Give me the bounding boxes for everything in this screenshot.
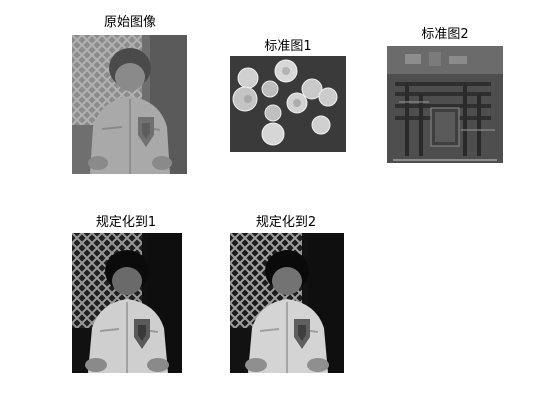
title-reference-2: 标准图2 (421, 27, 469, 42)
title-matched-to-1: 规定化到1 (95, 215, 157, 230)
reference-image-2 (387, 46, 503, 163)
title-original-image: 原始图像 (103, 15, 157, 30)
original-image (72, 35, 187, 174)
matched-image-2 (230, 233, 344, 373)
matched-image-1 (72, 233, 182, 373)
reference-image-1 (230, 56, 346, 152)
title-reference-1: 标准图1 (264, 39, 312, 54)
title-matched-to-2: 规定化到2 (255, 215, 317, 230)
